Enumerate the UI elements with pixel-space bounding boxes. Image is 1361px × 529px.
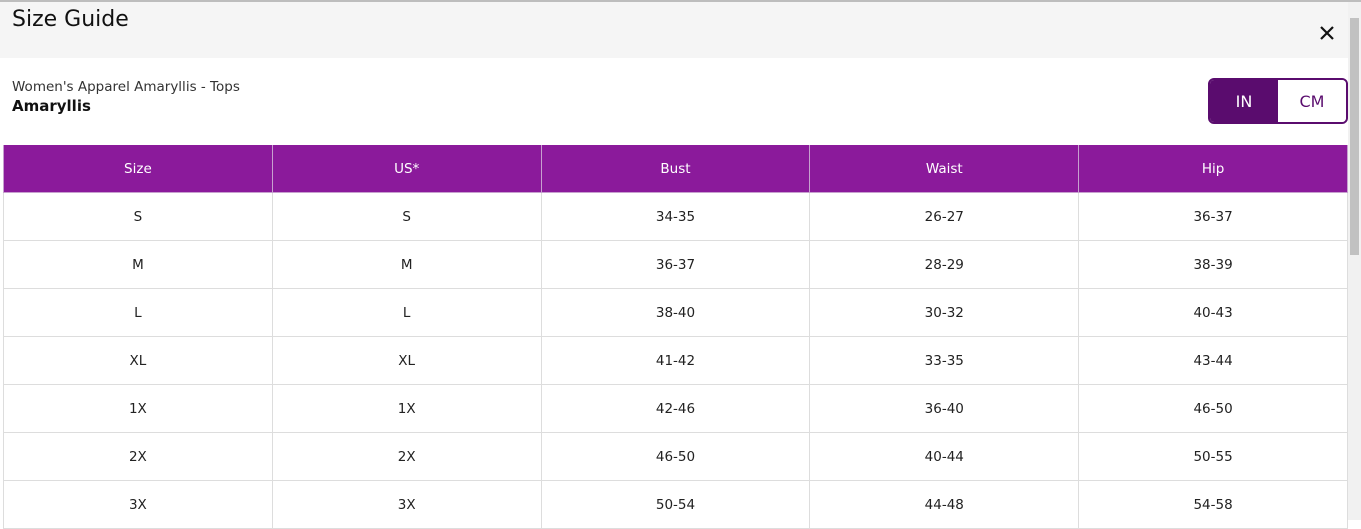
table-cell: 43-44 bbox=[1078, 336, 1348, 385]
table-cell: 50-55 bbox=[1078, 432, 1348, 481]
table-cell: 42-46 bbox=[540, 384, 811, 433]
column-header: Bust bbox=[540, 145, 811, 193]
table-cell: 36-37 bbox=[540, 240, 811, 289]
unit-button[interactable]: CM bbox=[1278, 80, 1346, 122]
table-cell: XL bbox=[3, 336, 273, 385]
product-name: Amaryllis bbox=[12, 97, 91, 115]
table-cell: L bbox=[271, 288, 542, 337]
table-cell: 54-58 bbox=[1078, 480, 1348, 529]
column-header: Waist bbox=[809, 145, 1080, 193]
table-row: M M 36-37 28-29 38-39 bbox=[3, 240, 1348, 289]
table-cell: 38-39 bbox=[1078, 240, 1348, 289]
table-cell: 30-32 bbox=[809, 288, 1080, 337]
table-row: 3X 3X 50-54 44-48 54-58 bbox=[3, 480, 1348, 529]
table-cell: 34-35 bbox=[540, 192, 811, 241]
table-cell: 33-35 bbox=[809, 336, 1080, 385]
table-cell: 41-42 bbox=[540, 336, 811, 385]
table-row: XL XL 41-42 33-35 43-44 bbox=[3, 336, 1348, 385]
table-cell: S bbox=[271, 192, 542, 241]
close-button[interactable] bbox=[1316, 22, 1338, 44]
table-cell: 36-37 bbox=[1078, 192, 1348, 241]
table-cell: S bbox=[3, 192, 273, 241]
table-cell: XL bbox=[271, 336, 542, 385]
table-cell: M bbox=[271, 240, 542, 289]
scrollbar[interactable] bbox=[1348, 2, 1361, 520]
table-row: 1X 1X 42-46 36-40 46-50 bbox=[3, 384, 1348, 433]
top-border bbox=[0, 0, 1361, 2]
table-cell: 3X bbox=[271, 480, 542, 529]
table-cell: 40-44 bbox=[809, 432, 1080, 481]
table-cell: 40-43 bbox=[1078, 288, 1348, 337]
unit-toggle: IN CM bbox=[1208, 78, 1348, 124]
table-cell: 46-50 bbox=[540, 432, 811, 481]
table-cell: 2X bbox=[271, 432, 542, 481]
modal-title: Size Guide bbox=[12, 7, 129, 32]
column-header: Size bbox=[3, 145, 273, 193]
table-cell: 36-40 bbox=[809, 384, 1080, 433]
modal-header: Size Guide bbox=[0, 2, 1348, 58]
column-header: Hip bbox=[1078, 145, 1348, 193]
table-cell: 50-54 bbox=[540, 480, 811, 529]
table-cell: 1X bbox=[271, 384, 542, 433]
table-cell: 2X bbox=[3, 432, 273, 481]
table-cell: 1X bbox=[3, 384, 273, 433]
table-cell: 26-27 bbox=[809, 192, 1080, 241]
unit-button[interactable]: IN bbox=[1210, 80, 1278, 122]
table-row: S S 34-35 26-27 36-37 bbox=[3, 192, 1348, 241]
product-category: Women's Apparel Amaryllis - Tops bbox=[12, 79, 240, 95]
table-cell: 46-50 bbox=[1078, 384, 1348, 433]
size-table: Size US* Bust Waist Hip S S 34-35 26-27 36-37 M M 3… bbox=[3, 145, 1348, 529]
column-header: US* bbox=[271, 145, 542, 193]
table-cell: 3X bbox=[3, 480, 273, 529]
table-cell: L bbox=[3, 288, 273, 337]
table-cell: 38-40 bbox=[540, 288, 811, 337]
table-cell: M bbox=[3, 240, 273, 289]
table-cell: 44-48 bbox=[809, 480, 1080, 529]
header-row: Size US* Bust Waist Hip bbox=[3, 145, 1348, 193]
table-row: L L 38-40 30-32 40-43 bbox=[3, 288, 1348, 337]
table-row: 2X 2X 46-50 40-44 50-55 bbox=[3, 432, 1348, 481]
scroll-thumb[interactable] bbox=[1350, 18, 1359, 255]
table-cell: 28-29 bbox=[809, 240, 1080, 289]
